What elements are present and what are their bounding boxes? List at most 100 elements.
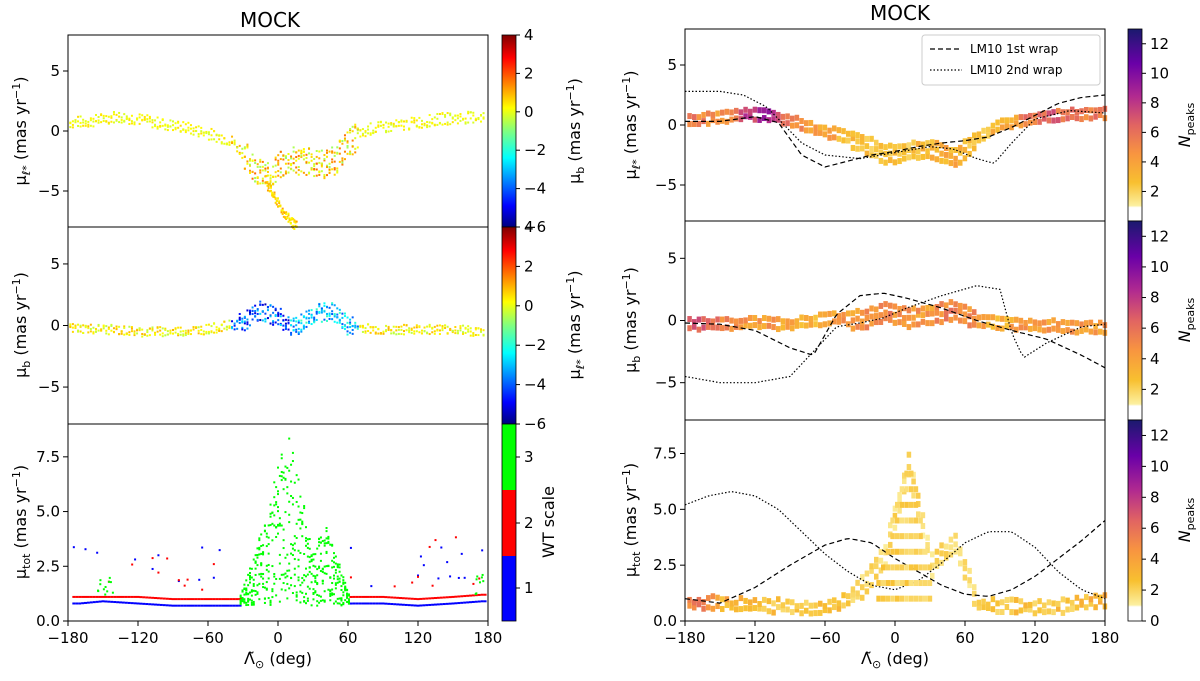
cell-36 <box>771 324 776 331</box>
point-598 <box>464 122 467 125</box>
point-105 <box>437 577 440 580</box>
point-553 <box>464 331 467 334</box>
cell-165 <box>1009 124 1014 131</box>
point-602 <box>319 536 322 539</box>
point-513 <box>299 527 302 530</box>
cell-93 <box>883 544 888 551</box>
point-167 <box>168 597 172 600</box>
cell-176 <box>1032 600 1038 607</box>
point-668 <box>334 583 337 586</box>
cell-108 <box>906 307 912 314</box>
cb-tick-label-1: −4 <box>524 180 546 198</box>
point-371 <box>313 163 316 166</box>
point-589 <box>316 581 319 584</box>
point-618 <box>482 112 485 115</box>
point-98 <box>422 604 426 607</box>
cell-114 <box>916 307 921 314</box>
point-130 <box>179 330 182 333</box>
cell-163 <box>1004 604 1010 611</box>
cell-145 <box>967 322 972 329</box>
point-227 <box>425 597 429 600</box>
point-360 <box>320 311 323 314</box>
point-288 <box>279 167 282 170</box>
point-310 <box>252 578 255 581</box>
point-66 <box>125 115 128 118</box>
point-185 <box>209 598 213 601</box>
point-58 <box>212 576 215 579</box>
cell-46 <box>794 122 800 129</box>
left-top-ticks: −505 <box>38 62 68 200</box>
point-29 <box>145 603 149 606</box>
point-656 <box>333 602 335 605</box>
arm-cell-20 <box>895 517 900 524</box>
cell-43 <box>785 113 790 120</box>
point-515 <box>431 326 434 329</box>
point-370 <box>326 315 328 318</box>
point-540 <box>454 329 457 332</box>
point-59 <box>118 333 121 336</box>
cell-19 <box>729 109 734 116</box>
point-180 <box>223 142 226 145</box>
cell-25 <box>743 317 748 324</box>
point-497 <box>415 324 418 327</box>
point-609 <box>321 540 324 543</box>
point-14 <box>79 330 82 333</box>
point-67 <box>235 604 239 607</box>
point-446 <box>372 326 375 329</box>
point-598 <box>319 569 322 572</box>
cell-119 <box>925 148 930 155</box>
cell-186 <box>1056 107 1061 114</box>
point-495 <box>377 125 380 128</box>
point-44 <box>180 604 184 607</box>
point-451 <box>284 572 287 575</box>
cell-22 <box>738 324 744 331</box>
point-101 <box>154 333 157 336</box>
cell-89 <box>878 312 884 319</box>
point-106 <box>439 603 443 606</box>
cell-189 <box>1065 327 1070 334</box>
cell-146 <box>967 577 972 584</box>
point-54 <box>203 604 207 607</box>
point-625 <box>325 550 328 553</box>
colorbar-npeaks-bottom-label: Npeaks <box>1175 497 1197 542</box>
cell-100 <box>897 158 902 165</box>
cell-189 <box>1065 115 1070 122</box>
point-300 <box>249 591 251 594</box>
point-335 <box>308 321 311 324</box>
point-38 <box>165 604 169 607</box>
point-441 <box>343 134 346 137</box>
point-362 <box>310 167 313 170</box>
cell-23 <box>738 317 744 324</box>
point-353 <box>305 173 308 176</box>
point-64 <box>123 326 126 329</box>
point-170 <box>213 130 216 133</box>
cell-28 <box>752 322 758 329</box>
cell-193 <box>1074 329 1080 336</box>
point-646 <box>274 201 277 204</box>
cell-67 <box>841 592 846 599</box>
point-131 <box>179 326 182 329</box>
point-515 <box>392 122 395 125</box>
point-689 <box>340 588 343 591</box>
arm-cell-52 <box>913 533 919 540</box>
point-433 <box>361 326 364 329</box>
point-78 <box>370 585 373 588</box>
point-229 <box>254 159 257 162</box>
point-392 <box>323 154 326 157</box>
point-398 <box>326 164 328 167</box>
point-714 <box>346 589 349 592</box>
cell-162 <box>1000 599 1005 606</box>
cell-27 <box>748 599 753 606</box>
right-middle-panel: −505 <box>655 220 1108 421</box>
point-395 <box>323 158 326 161</box>
point-165 <box>165 597 169 600</box>
point-647 <box>331 582 334 585</box>
point-161 <box>156 597 160 600</box>
point-500 <box>379 121 382 124</box>
point-127 <box>177 126 180 129</box>
cell-184 <box>1051 317 1056 324</box>
point-494 <box>374 130 377 133</box>
point-58 <box>118 325 121 328</box>
point-251 <box>264 303 267 306</box>
point-56 <box>115 119 118 122</box>
